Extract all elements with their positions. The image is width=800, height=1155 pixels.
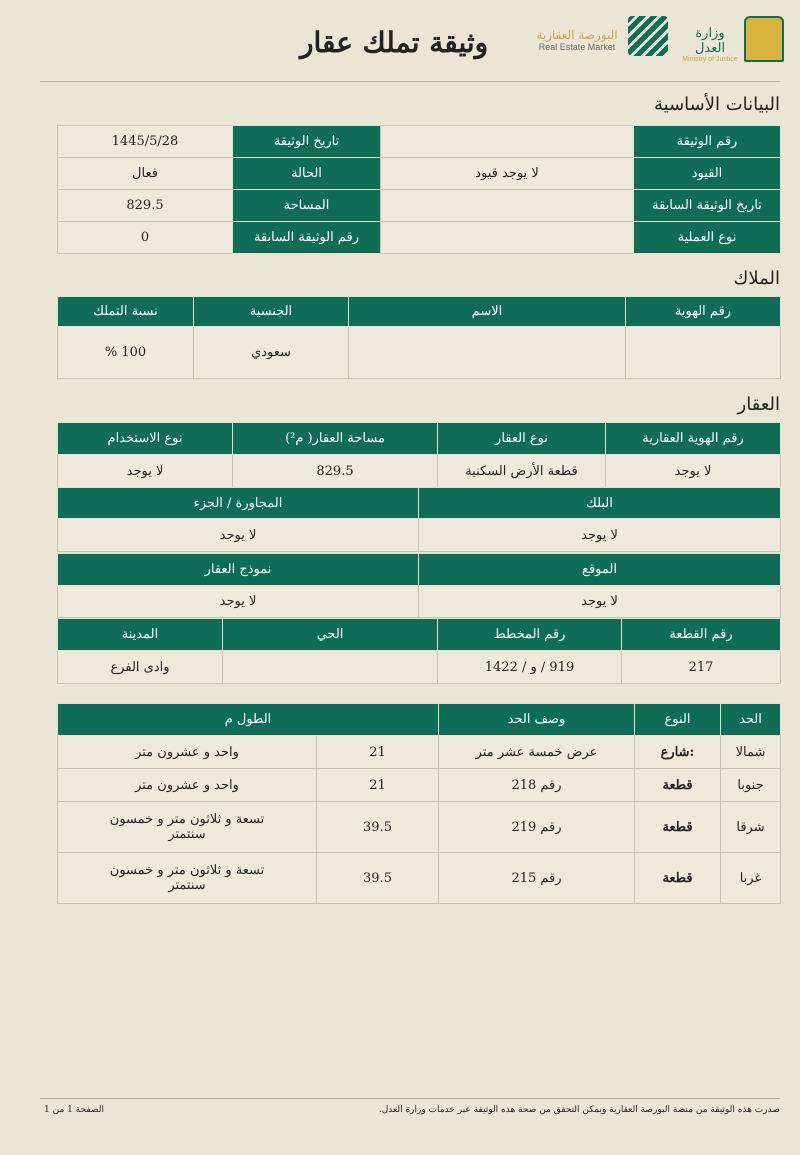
basic-row: القيود لا يوجد قيود الحالة فعال [57, 157, 781, 190]
header-type: النوع [634, 703, 721, 736]
owner-nationality: سعودي [193, 326, 349, 379]
header-district: الحي [222, 618, 438, 651]
basic-value: لا يوجد قيود [380, 157, 634, 190]
section-owners-title: الملاك [733, 268, 780, 289]
boundary-row: جنوبا قطعة رقم 218 21 واحد و عشرون متر [57, 768, 781, 802]
basic-label: تاريخ الوثيقة السابقة [633, 189, 781, 222]
basic-label: القيود [633, 157, 781, 190]
header-property-model: نموذج العقار [57, 553, 419, 586]
property-model: لا يوجد [57, 585, 419, 618]
basic-label: رقم الوثيقة السابقة [232, 221, 381, 254]
owners-header-name: الاسم [348, 296, 626, 327]
owner-name [348, 326, 626, 379]
boundary-len: 21 [316, 735, 439, 769]
header-property-type: نوع العقار [437, 422, 606, 455]
moj-emblem-icon [744, 16, 784, 62]
header-plan-number: رقم المخطط [437, 618, 622, 651]
boundary-len: 21 [316, 768, 439, 802]
header-plot-number: رقم القطعة [621, 618, 781, 651]
boundaries-table: الحد النوع وصف الحد الطول م شمالا:شارع عرض خ… [57, 703, 781, 904]
boundary-side: شرقا [720, 801, 781, 853]
header-neighbor: المجاورة / الجزء [57, 487, 419, 519]
boundary-type: قطعة [634, 801, 721, 853]
property-type: قطعة الأرض السكنية [437, 454, 606, 488]
district [222, 650, 438, 684]
property-table-3: الموقع نموذج العقار لا يوجد لا يوجد [57, 553, 781, 618]
page-title: وثيقة تملك عقار [300, 26, 489, 59]
city: وادى الفرع [57, 650, 223, 684]
owners-table: رقم الهوية الاسم الجنسية نسبة التملك سعودي 1… [57, 296, 781, 379]
basic-value: 0 [57, 221, 233, 254]
header-description: وصف الحد [438, 703, 635, 736]
basic-row: تاريخ الوثيقة السابقة المساحة 829.5 [57, 189, 781, 222]
boundary-row: غربا قطعة رقم 215 39.5 تسعة و ثلاثون متر و خ… [57, 852, 781, 904]
basic-row: نوع العملية رقم الوثيقة السابقة 0 [57, 221, 781, 254]
location: لا يوجد [418, 585, 781, 618]
basic-label: الحالة [232, 157, 381, 190]
neighbor: لا يوجد [57, 518, 419, 552]
boundary-desc: رقم 219 [438, 801, 635, 853]
basic-data-table: رقم الوثيقة تاريخ الوثيقة 1445/5/28 القيود ل… [57, 125, 781, 254]
block: لا يوجد [418, 518, 781, 552]
property-id: لا يوجد [605, 454, 781, 488]
plan-number: 919 / و / 1422 [437, 650, 622, 684]
header-location: الموقع [418, 553, 781, 586]
basic-label: تاريخ الوثيقة [232, 125, 381, 158]
property-table-1: رقم الهوية العقارية نوع العقار مساحة العقا… [57, 422, 781, 488]
page-number: الصفحة 1 من 1 [44, 1105, 104, 1115]
boundary-desc: رقم 215 [438, 852, 635, 904]
boundary-row: شمالا:شارع عرض خمسة عشر متر 21 واحد و عشرون… [57, 735, 781, 769]
boundary-type: :شارع [634, 735, 721, 769]
boundary-len: 39.5 [316, 852, 439, 904]
boundary-side: جنوبا [720, 768, 781, 802]
rem-emblem-icon [628, 16, 668, 56]
basic-label: نوع العملية [633, 221, 781, 254]
header-property-area: مساحة العقار( م²) [232, 422, 438, 455]
boundary-len-text: واحد و عشرون متر [57, 768, 317, 802]
plot-number: 217 [621, 650, 781, 684]
boundary-len-text: تسعة و ثلاثون متر و خمسون سنتمتر [57, 801, 317, 853]
basic-value [380, 221, 634, 254]
boundary-desc: رقم 218 [438, 768, 635, 802]
footer-divider [40, 1098, 780, 1099]
boundary-desc: عرض خمسة عشر متر [438, 735, 635, 769]
basic-label: المساحة [232, 189, 381, 222]
property-area: 829.5 [232, 454, 438, 488]
header-property-id: رقم الهوية العقارية [605, 422, 781, 455]
boundary-side: غربا [720, 852, 781, 904]
boundary-row: شرقا قطعة رقم 219 39.5 تسعة و ثلاثون متر و خ… [57, 801, 781, 853]
usage-type: لا يوجد [57, 454, 233, 488]
owners-header-id: رقم الهوية [625, 296, 781, 327]
header-length: الطول م [57, 703, 439, 736]
property-table-2: البلك المجاورة / الجزء لا يوجد لا يوجد [57, 487, 781, 552]
basic-value: 1445/5/28 [57, 125, 233, 158]
header-city: المدينة [57, 618, 223, 651]
boundary-side: شمالا [720, 735, 781, 769]
footer-note: صدرت هذه الوثيقة من منصة البورصة العقاري… [378, 1105, 780, 1115]
section-basic-title: البيانات الأساسية [654, 94, 780, 115]
owner-id [625, 326, 781, 379]
real-estate-market-logo: البورصة العقارية Real Estate Market [536, 28, 618, 52]
boundary-len-text: تسعة و ثلاثون متر و خمسون سنتمتر [57, 852, 317, 904]
ministry-of-justice-logo: وزارة العدل Ministry of Justice [682, 26, 738, 63]
owners-header-nationality: الجنسية [193, 296, 349, 327]
boundary-len: 39.5 [316, 801, 439, 853]
basic-value [380, 189, 634, 222]
basic-value [380, 125, 634, 158]
property-table-4: رقم القطعة رقم المخطط الحي المدينة 217 919 /… [57, 618, 781, 684]
boundary-len-text: واحد و عشرون متر [57, 735, 317, 769]
basic-value: فعال [57, 157, 233, 190]
header-usage-type: نوع الاستخدام [57, 422, 233, 455]
boundary-type: قطعة [634, 852, 721, 904]
header-divider [40, 81, 780, 82]
owners-header-share: نسبة التملك [57, 296, 194, 327]
header-block: البلك [418, 487, 781, 519]
basic-row: رقم الوثيقة تاريخ الوثيقة 1445/5/28 [57, 125, 781, 158]
basic-value: 829.5 [57, 189, 233, 222]
boundary-type: قطعة [634, 768, 721, 802]
header-boundary: الحد [720, 703, 781, 736]
basic-label: رقم الوثيقة [633, 125, 781, 158]
section-property-title: العقار [737, 394, 780, 415]
owner-share: 100 % [57, 326, 194, 379]
